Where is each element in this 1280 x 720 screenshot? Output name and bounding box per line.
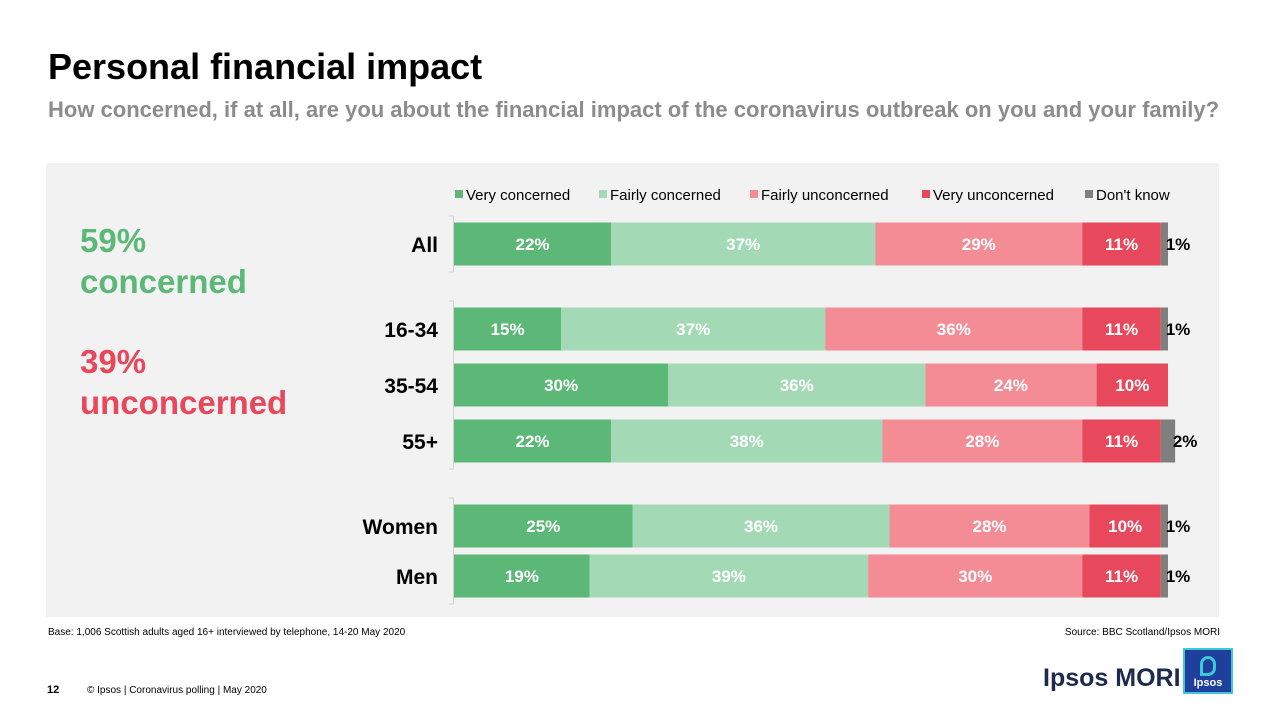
bar-women-don-t-know [1160,504,1168,548]
bar-men-very-unconcerned [1082,554,1161,598]
data-label-men-don-t-know: 1% [1166,567,1191,586]
category-label-55: 55+ [402,431,438,454]
bar-35-54-fairly-unconcerned [925,363,1097,407]
legend-label-very-unconcerned: Very unconcerned [933,187,1054,204]
data-label-all-very-concerned: 22% [516,235,550,254]
bar-all-very-unconcerned [1082,222,1161,266]
data-label-55-very-unconcerned: 11% [1105,432,1138,451]
data-label-16-34-fairly-unconcerned: 36% [937,320,971,339]
category-label-35-54: 35-54 [384,375,438,398]
bar-35-54-very-unconcerned [1096,363,1168,407]
legend-swatch-very-unconcerned [922,190,930,198]
data-label-16-34-very-concerned: 15% [491,320,525,339]
unconcerned-percentage: 39% [80,343,147,380]
data-label-women-fairly-concerned: 36% [744,517,778,536]
page-title: Personal financial impact [48,46,483,87]
concerned-label: concerned [80,263,247,300]
data-label-55-fairly-unconcerned: 28% [965,432,999,451]
data-label-55-fairly-concerned: 38% [730,432,764,451]
bar-16-34-fairly-concerned [561,307,826,351]
bar-16-34-fairly-unconcerned [825,307,1083,351]
bar-men-don-t-know [1160,554,1168,598]
legend-label-fairly-concerned: Fairly concerned [610,187,721,204]
bar-55-don-t-know [1160,419,1176,463]
bar-women-very-unconcerned [1089,504,1161,548]
bar-55-very-concerned [454,419,612,463]
data-label-16-34-don-t-know: 1% [1166,320,1191,339]
bar-55-fairly-concerned [611,419,883,463]
logo-text: Ipsos [1193,677,1223,689]
data-label-16-34-very-unconcerned: 11% [1105,320,1138,339]
legend-label-very-concerned: Very concerned [466,187,570,204]
unconcerned-label: unconcerned [80,384,288,421]
legend-swatch-don-t-know [1085,190,1093,198]
bar-35-54-very-concerned [454,363,669,407]
bar-35-54-fairly-concerned [668,363,926,407]
bar-women-fairly-concerned [632,504,890,548]
bar-women-fairly-unconcerned [889,504,1090,548]
bar-16-34-don-t-know [1160,307,1168,351]
data-label-all-very-unconcerned: 11% [1105,235,1138,254]
base-note: Base: 1,006 Scottish adults aged 16+ int… [48,627,406,638]
bar-men-fairly-unconcerned [868,554,1083,598]
bar-men-fairly-concerned [589,554,869,598]
source-note: Source: BBC Scotland/Ipsos MORI [1064,627,1220,638]
data-label-all-fairly-concerned: 37% [726,235,760,254]
bar-women-very-concerned [454,504,633,548]
data-label-35-54-fairly-unconcerned: 24% [994,376,1028,395]
data-label-35-54-very-unconcerned: 10% [1115,376,1149,395]
data-label-women-fairly-unconcerned: 28% [972,517,1006,536]
data-label-men-very-concerned: 19% [505,567,539,586]
summary-concerned: 59% concerned [80,220,247,302]
category-label-women: Women [363,516,438,539]
ipsos-logo: Ipsos [1183,648,1233,694]
data-label-16-34-fairly-concerned: 37% [676,320,710,339]
bar-all-fairly-unconcerned [875,222,1083,266]
bar-all-very-concerned [454,222,612,266]
bar-all-don-t-know [1160,222,1168,266]
logo-mark-icon [1200,656,1216,676]
data-label-35-54-very-concerned: 30% [544,376,578,395]
category-label-16-34: 16-34 [384,319,438,342]
data-label-women-very-unconcerned: 10% [1108,517,1142,536]
data-label-men-very-unconcerned: 11% [1105,567,1138,586]
legend-label-fairly-unconcerned: Fairly unconcerned [761,187,889,204]
data-label-55-don-t-know: 2% [1173,432,1198,451]
category-label-men: Men [396,566,438,589]
data-label-men-fairly-concerned: 39% [712,567,746,586]
bar-16-34-very-unconcerned [1082,307,1161,351]
bar-55-very-unconcerned [1082,419,1161,463]
data-label-all-fairly-unconcerned: 29% [962,235,996,254]
bar-men-very-concerned [454,554,590,598]
bar-16-34-very-concerned [454,307,562,351]
data-label-55-very-concerned: 22% [516,432,550,451]
legend-swatch-very-concerned [455,190,463,198]
page-number: 12 [47,684,60,696]
legend-label-don-t-know: Don't know [1096,187,1170,204]
data-label-35-54-fairly-concerned: 36% [780,376,814,395]
summary-unconcerned: 39% unconcerned [80,341,287,423]
legend-swatch-fairly-concerned [599,190,607,198]
data-label-men-fairly-unconcerned: 30% [958,567,992,586]
copyright-note: © Ipsos | Coronavirus polling | May 2020 [87,685,267,696]
category-label-all: All [411,234,438,257]
legend-swatch-fairly-unconcerned [750,190,758,198]
bar-55-fairly-unconcerned [882,419,1083,463]
bar-all-fairly-concerned [611,222,876,266]
question-subtitle: How concerned, if at all, are you about … [48,97,1220,122]
data-label-all-don-t-know: 1% [1166,235,1191,254]
data-label-women-don-t-know: 1% [1166,517,1191,536]
brand-name: Ipsos MORI [1043,664,1181,692]
data-label-women-very-concerned: 25% [526,517,560,536]
concerned-percentage: 59% [80,222,147,259]
